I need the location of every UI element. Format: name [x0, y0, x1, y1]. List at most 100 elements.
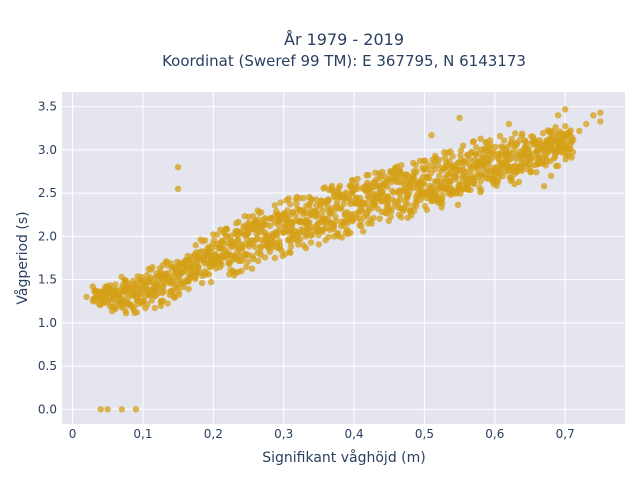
y-tick-label: 2.0 — [38, 229, 57, 243]
y-tick-label: 1.0 — [38, 316, 57, 330]
x-tick-label: 0,4 — [345, 427, 364, 441]
data-point — [412, 178, 419, 185]
data-point — [302, 244, 310, 252]
data-point — [552, 123, 559, 131]
data-point — [223, 225, 230, 233]
data-point — [516, 137, 523, 144]
data-point — [576, 127, 583, 135]
data-point — [238, 241, 245, 248]
data-point — [435, 156, 443, 164]
data-point — [554, 162, 562, 169]
x-tick-label: 0,3 — [274, 427, 293, 441]
data-point — [174, 164, 182, 171]
data-point — [390, 170, 397, 177]
data-point — [314, 211, 321, 218]
data-point — [568, 154, 575, 161]
data-point — [248, 265, 256, 272]
data-point — [523, 139, 531, 147]
data-point — [364, 220, 372, 227]
data-point — [562, 106, 569, 113]
data-point — [447, 177, 454, 185]
data-point — [144, 301, 151, 308]
data-point — [440, 165, 448, 172]
data-point — [515, 178, 523, 186]
y-axis-label: Vågperiod (s) — [14, 211, 31, 304]
data-point — [205, 271, 213, 278]
data-point — [466, 162, 473, 169]
data-point — [292, 212, 299, 219]
data-point — [276, 242, 284, 249]
data-point — [456, 114, 463, 122]
data-point — [198, 279, 206, 287]
data-point — [446, 158, 453, 165]
data-point — [149, 264, 156, 271]
data-point — [251, 243, 259, 250]
data-point — [266, 222, 274, 230]
data-points — [83, 106, 604, 413]
data-point — [492, 143, 499, 151]
data-point — [274, 232, 281, 239]
data-point — [450, 173, 457, 180]
data-point — [496, 132, 504, 140]
data-point — [157, 302, 165, 309]
data-point — [410, 184, 417, 191]
data-point — [477, 135, 484, 142]
chart-title-line2: Koordinat (Sweref 99 TM): E 367795, N 61… — [162, 52, 526, 70]
x-axis-label: Signifikant våghöjd (m) — [262, 449, 425, 466]
data-point — [281, 251, 288, 258]
data-point — [286, 248, 293, 255]
data-point — [333, 217, 340, 225]
data-point — [325, 233, 332, 241]
data-point — [258, 209, 265, 216]
data-point — [295, 241, 302, 248]
data-point — [175, 288, 182, 295]
data-point — [567, 138, 575, 145]
y-tick-label: 0.0 — [38, 402, 57, 416]
data-point — [423, 206, 431, 214]
data-point — [97, 406, 104, 413]
x-tick-label: 0,6 — [485, 427, 504, 441]
data-point — [536, 153, 543, 161]
data-point — [478, 172, 486, 179]
data-point — [457, 147, 465, 154]
y-tick-label: 2.5 — [38, 186, 57, 200]
data-point — [354, 175, 361, 182]
y-tick-label: 1.5 — [38, 273, 57, 287]
y-axis-ticks: 0.0 0.5 1.0 1.5 2.0 2.5 3.0 3.5 — [38, 100, 57, 417]
data-point — [161, 281, 168, 288]
data-point — [527, 169, 534, 176]
data-point — [412, 162, 419, 169]
data-point — [510, 163, 518, 170]
data-point — [220, 241, 227, 248]
data-point — [164, 300, 171, 307]
data-point — [162, 259, 170, 266]
data-point — [353, 185, 361, 193]
data-point — [271, 202, 278, 209]
data-point — [371, 179, 378, 186]
data-point — [336, 182, 343, 190]
data-point — [243, 263, 250, 270]
data-point — [470, 180, 478, 187]
data-point — [539, 129, 547, 137]
data-point — [384, 183, 391, 190]
data-point — [356, 222, 363, 229]
data-point — [218, 261, 225, 268]
data-point — [512, 130, 519, 137]
data-point — [567, 145, 574, 152]
data-point — [519, 130, 526, 137]
data-point — [488, 154, 496, 162]
data-point — [387, 213, 394, 220]
data-point — [562, 123, 569, 130]
data-point — [255, 257, 262, 265]
data-point — [355, 214, 363, 222]
data-point — [307, 196, 315, 203]
grid-lines — [62, 92, 625, 424]
data-point — [277, 199, 284, 206]
data-point — [364, 193, 372, 200]
data-point — [430, 183, 437, 190]
x-tick-label: 0,1 — [133, 427, 152, 441]
data-point — [298, 226, 305, 233]
data-point — [413, 168, 420, 175]
data-point — [192, 242, 199, 249]
